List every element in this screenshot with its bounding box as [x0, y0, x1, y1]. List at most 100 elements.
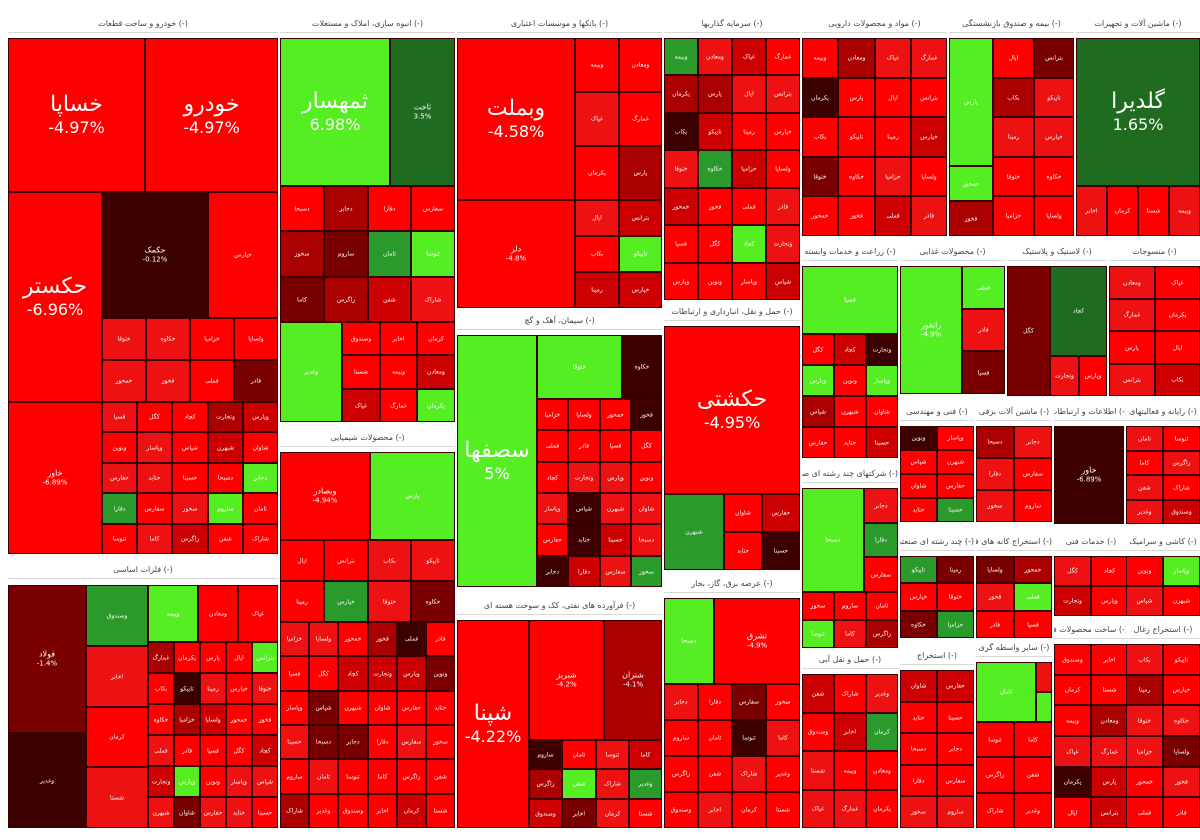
stock-tile[interactable]: ونوین: [426, 656, 455, 691]
stock-tile[interactable]: خکاوه: [148, 704, 174, 735]
stock-tile[interactable]: زاگرس: [172, 524, 208, 554]
stock-tile[interactable]: فاذر: [766, 188, 800, 225]
stock-tile[interactable]: زاگرس: [1163, 451, 1200, 475]
sector-header-h32[interactable]: (-) استخراج زغال: [1126, 622, 1200, 639]
stock-tile[interactable]: ومعادن: [417, 355, 455, 389]
stock-tile[interactable]: کچاد: [172, 402, 208, 432]
stock-tile[interactable]: دسبحا: [208, 463, 243, 493]
stock-tile[interactable]: کچاد: [1091, 556, 1128, 586]
stock-tile[interactable]: خمحور: [802, 196, 838, 236]
stock-tile[interactable]: زاگرس: [397, 759, 426, 794]
stock-tile[interactable]: وپارس: [664, 263, 698, 300]
stock-tile[interactable]: بترانس: [766, 75, 800, 113]
stock-tile[interactable]: فاذر: [174, 735, 200, 766]
stock-tile[interactable]: پکرمان: [866, 790, 898, 828]
stock-tile[interactable]: تاپیکو: [174, 673, 200, 704]
stock-tile[interactable]: رمپنا: [937, 556, 974, 583]
stock-tile[interactable]: حتاید: [900, 498, 937, 522]
stock-tile[interactable]: دسبحا: [976, 426, 1014, 458]
stock-tile[interactable]: سفارس: [937, 765, 974, 796]
stock-tile[interactable]: فسپا: [200, 735, 226, 766]
stock-tile[interactable]: اخابر: [698, 792, 732, 828]
stock-tile[interactable]: فاذر: [568, 430, 600, 462]
stock-tile[interactable]: وبیمه: [575, 38, 619, 92]
stock-tile[interactable]: وصندوق: [338, 794, 368, 828]
stock-tile[interactable]: اخابر: [86, 646, 148, 707]
sector-header-h23[interactable]: (-) اطلاعات و ارتباطات: [1054, 404, 1128, 421]
stock-tile[interactable]: سخوز: [280, 231, 324, 277]
sector-header-h25[interactable]: (-) منسوجات: [1109, 244, 1200, 261]
stock-tile[interactable]: کاما: [137, 524, 172, 554]
stock-tile[interactable]: فخوز: [838, 196, 875, 236]
stock-tile[interactable]: ونوین: [834, 365, 866, 396]
stock-tile[interactable]: خزامیا: [190, 318, 234, 360]
stock-tile[interactable]: ولساپا: [1163, 736, 1200, 767]
stock-tile[interactable]: شستا: [426, 794, 455, 828]
stock-tile[interactable]: فاذر: [426, 622, 455, 656]
stock-tile[interactable]: کچاد: [1050, 266, 1107, 356]
stock-tile[interactable]: شاوان: [368, 691, 397, 725]
stock-tile[interactable]: شاراک: [411, 277, 455, 322]
stock-tile[interactable]: ختوقا: [993, 157, 1034, 196]
stock-tile[interactable]: زاگرس: [664, 756, 698, 792]
stock-tile[interactable]: شپاس: [802, 396, 834, 427]
sector-header-h10[interactable]: (-) چند رشته ای صنعتی: [900, 534, 974, 551]
sector-header-h20[interactable]: (-) لاستیک و پلاستیک: [1007, 244, 1107, 261]
stock-tile-m8[interactable]: ثاخت 3.5%: [390, 38, 455, 186]
stock-tile[interactable]: پکرمان: [1155, 299, 1200, 331]
stock-tile[interactable]: کگل: [1007, 266, 1050, 396]
sector-header-h22[interactable]: (-) ماشین آلات برقی: [976, 404, 1052, 421]
stock-tile[interactable]: رمپنا: [993, 117, 1034, 157]
stock-tile[interactable]: دفارا: [698, 684, 732, 720]
stock-tile[interactable]: تاپیکو: [411, 540, 455, 581]
stock-tile[interactable]: کچاد: [537, 462, 568, 493]
stock-tile[interactable]: وغدیر: [8, 733, 86, 828]
stock-tile[interactable]: خپارس: [226, 673, 252, 704]
stock-tile[interactable]: بترانس: [911, 78, 947, 117]
stock-tile[interactable]: وپارس: [600, 462, 631, 493]
stock-tile[interactable]: وصندوق: [86, 585, 148, 646]
stock-tile[interactable]: ختوقا: [368, 581, 411, 622]
stock-tile[interactable]: وغدیر: [629, 769, 662, 799]
stock-tile[interactable]: وغدیر: [866, 674, 898, 713]
sector-header-h12[interactable]: (-) انبوه سازی، املاک و مستغلات: [280, 16, 455, 33]
stock-tile[interactable]: وپارس: [243, 402, 278, 432]
stock-tile[interactable]: کچاد: [834, 334, 866, 365]
stock-tile[interactable]: فملی: [1126, 797, 1163, 828]
stock-tile[interactable]: تاپیکو: [619, 236, 662, 272]
stock-tile[interactable]: خپارس: [766, 113, 800, 150]
stock-tile[interactable]: وغدیر: [280, 322, 342, 422]
stock-tile[interactable]: اپال: [280, 540, 324, 581]
stock-tile[interactable]: کگل: [698, 225, 732, 263]
stock-tile[interactable]: وپاسار: [137, 432, 172, 463]
stock-tile[interactable]: وتجارت: [1050, 356, 1079, 396]
sector-header-h2[interactable]: (-) فرآورده های نفتی، کک و سوخت هسته ای: [457, 598, 662, 615]
stock-tile[interactable]: دفارا: [568, 556, 600, 587]
stock-tile[interactable]: وغدیر: [766, 756, 800, 792]
stock-tile[interactable]: دسبحا: [664, 598, 714, 684]
stock-tile[interactable]: کاما: [834, 620, 866, 648]
stock-tile[interactable]: غپاک: [342, 389, 380, 422]
sector-header-h5[interactable]: (-) مواد و محصولات دارویی: [802, 16, 947, 33]
stock-tile[interactable]: ثامان: [866, 592, 898, 620]
stock-tile-b-khsapa[interactable]: خساپا -4.97%: [8, 38, 145, 192]
stock-tile[interactable]: کاما: [1014, 722, 1052, 757]
stock-tile[interactable]: سخوز: [172, 493, 208, 524]
stock-tile[interactable]: فخوز: [949, 201, 993, 236]
stock-tile[interactable]: ونوین: [1126, 556, 1163, 586]
stock-tile[interactable]: پارس: [370, 452, 455, 540]
sector-header-h21[interactable]: (-) فنی و مهندسی: [900, 404, 974, 421]
stock-tile[interactable]: فخوز: [976, 583, 1014, 611]
stock-tile[interactable]: ومعادن: [1109, 266, 1155, 299]
stock-tile[interactable]: کاما: [1126, 451, 1163, 475]
stock-tile[interactable]: اپال: [993, 38, 1034, 78]
stock-tile[interactable]: کرمان: [866, 713, 898, 751]
stock-tile[interactable]: وصندوق: [802, 713, 834, 751]
stock-tile[interactable]: فسپا: [664, 225, 698, 263]
stock-tile[interactable]: وپاسار: [866, 365, 898, 396]
stock-tile[interactable]: ومعادن: [198, 585, 238, 642]
stock-tile[interactable]: غپاک: [575, 92, 619, 146]
stock-tile[interactable]: ختوقا: [102, 318, 146, 360]
stock-tile[interactable]: کگل: [802, 334, 834, 365]
stock-tile[interactable]: ولساپا: [568, 399, 600, 430]
